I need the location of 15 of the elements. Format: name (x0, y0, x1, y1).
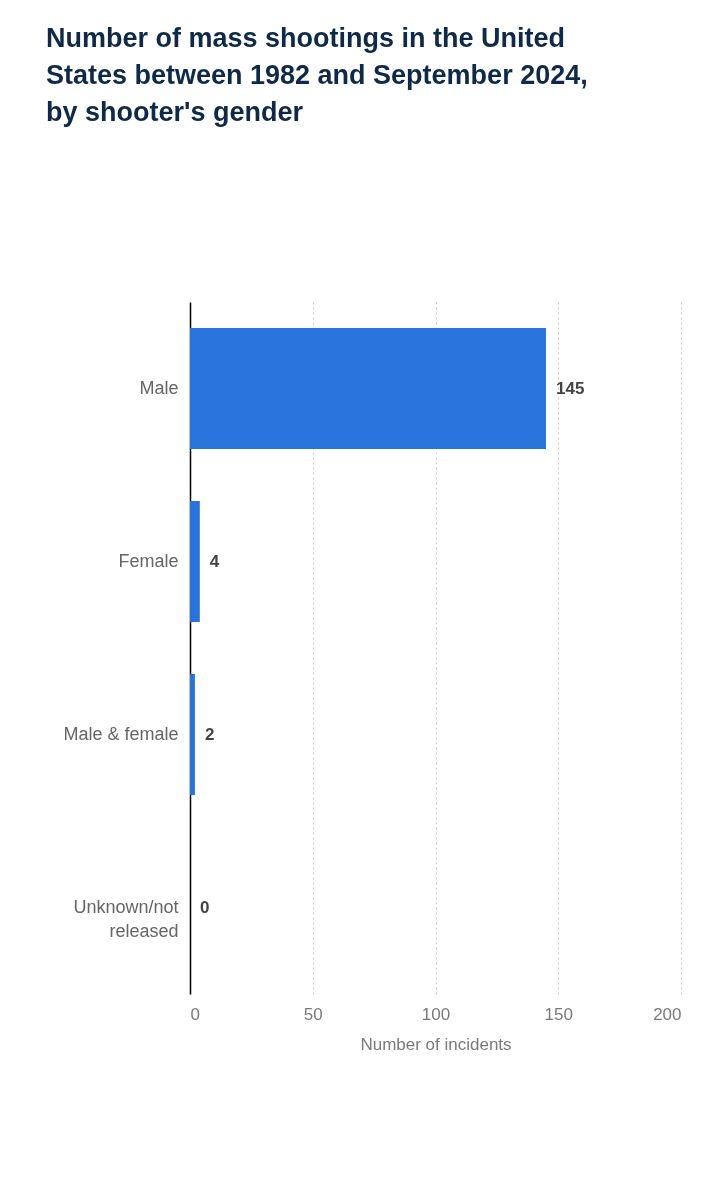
data-label: 0 (200, 897, 210, 917)
data-label: 2 (204, 724, 215, 744)
x-tick-label: 0 (190, 1004, 200, 1024)
y-tick-label: Male (139, 377, 179, 398)
y-tick-label: Unknown/not released (73, 896, 179, 941)
x-axis-title: Number of incidents (360, 1034, 512, 1054)
x-tick-label: 150 (544, 1004, 573, 1024)
x-tick-label: 50 (303, 1004, 323, 1024)
x-tick-label: 100 (421, 1004, 451, 1024)
chart-title: Number of mass shootings in the United States between 1982 and September 2024, by shooter's gender (45, 23, 588, 127)
y-tick-label: Male & female (63, 723, 179, 744)
x-tick-label: 200 (653, 1004, 682, 1024)
data-label: 4 (209, 551, 220, 571)
y-tick-label: Female (118, 550, 179, 571)
data-label: 145 (555, 378, 585, 398)
